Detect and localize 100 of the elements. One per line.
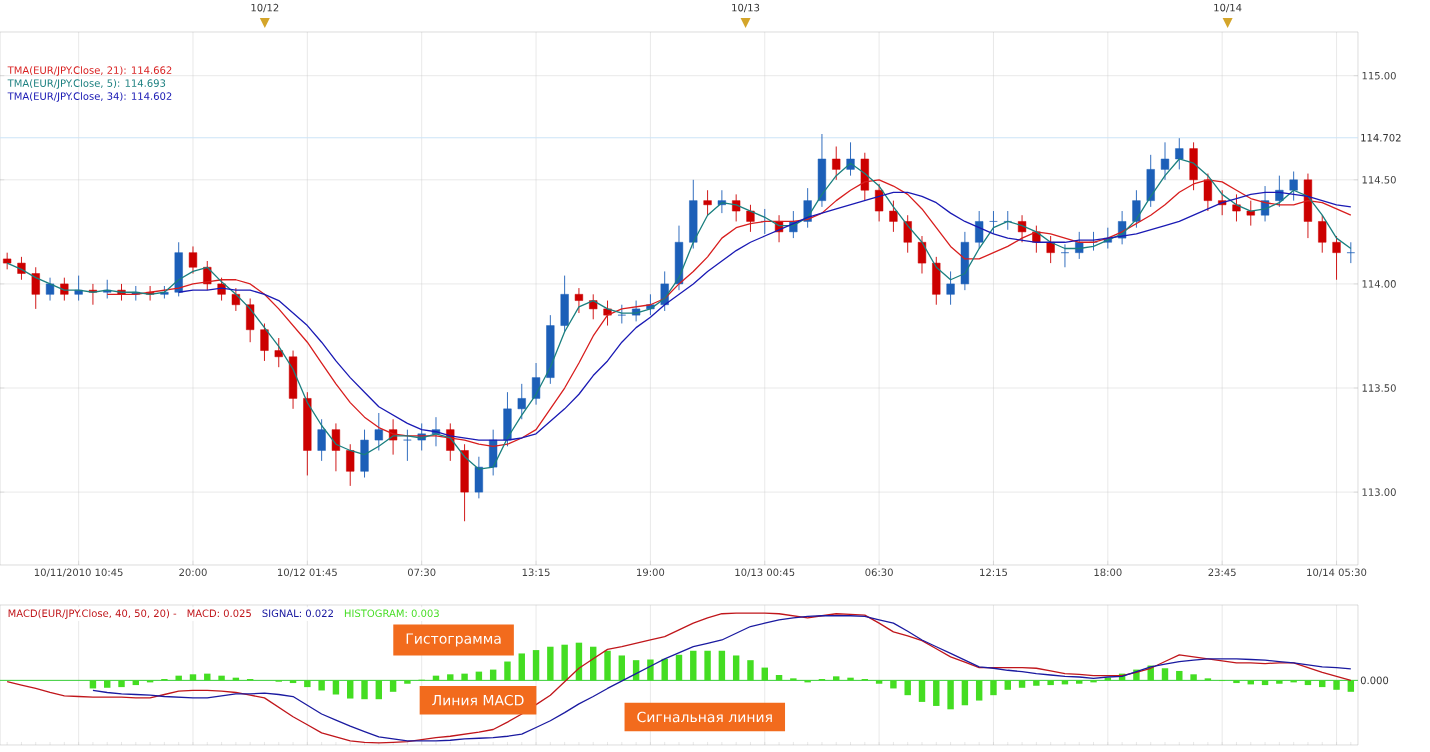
y-tick-label: 113.50 bbox=[1362, 384, 1396, 392]
bar bbox=[375, 680, 383, 700]
candlestick bbox=[531, 362, 541, 406]
candlestick bbox=[903, 214, 912, 254]
candlestick bbox=[1060, 243, 1070, 268]
x-tick-label: 10/14 05:30 bbox=[1307, 568, 1367, 577]
bar bbox=[647, 659, 654, 681]
x-tick-label: 10/13 00:45 bbox=[735, 568, 795, 577]
candlestick bbox=[746, 204, 755, 233]
bar bbox=[1247, 680, 1254, 685]
candlestick bbox=[60, 277, 69, 302]
x-tick-label: 06:30 bbox=[865, 568, 893, 577]
bar bbox=[718, 650, 726, 681]
candlestick bbox=[1132, 189, 1141, 229]
bar bbox=[790, 678, 797, 681]
annotation: Линия MACD bbox=[432, 694, 524, 706]
candlestick bbox=[889, 200, 898, 233]
bar bbox=[1233, 680, 1240, 684]
bar bbox=[561, 644, 568, 681]
candlestick bbox=[346, 443, 355, 487]
candlestick bbox=[946, 270, 955, 306]
x-tick-label: 19:00 bbox=[637, 568, 665, 577]
candlestick bbox=[1318, 214, 1327, 254]
bar bbox=[104, 680, 111, 688]
candlestick bbox=[517, 383, 526, 420]
x-tick-label: 23:45 bbox=[1208, 568, 1236, 577]
candlestick bbox=[1346, 241, 1355, 264]
candlestick bbox=[274, 337, 283, 368]
bar bbox=[1304, 680, 1312, 686]
candlestick bbox=[217, 277, 226, 302]
bar bbox=[904, 680, 911, 696]
bar bbox=[518, 653, 525, 681]
bar bbox=[618, 655, 626, 681]
candlestick bbox=[260, 323, 269, 362]
bar bbox=[1204, 678, 1212, 681]
bar bbox=[347, 680, 354, 699]
candlestick bbox=[31, 266, 40, 310]
bar bbox=[875, 680, 883, 684]
text: TMA(EUR/JPY.Close, 34): 114.602 bbox=[7, 92, 172, 102]
candlestick bbox=[45, 277, 55, 302]
x-tick-label: 18:00 bbox=[1094, 568, 1122, 577]
bar bbox=[146, 680, 154, 683]
bar bbox=[1276, 680, 1283, 684]
bar bbox=[990, 680, 997, 696]
candlestick bbox=[1289, 171, 1298, 202]
candlestick bbox=[403, 429, 412, 462]
bar bbox=[404, 680, 411, 684]
text: SIGNAL: 0.022 bbox=[262, 609, 333, 618]
bar bbox=[804, 680, 811, 683]
bar bbox=[189, 674, 197, 681]
bar bbox=[218, 675, 225, 681]
candlestick bbox=[832, 146, 841, 181]
bar bbox=[1047, 680, 1054, 686]
bar bbox=[1018, 680, 1026, 688]
bar bbox=[532, 650, 540, 681]
y-tick-label: 114.50 bbox=[1362, 176, 1396, 184]
bar bbox=[1076, 680, 1083, 684]
candlestick bbox=[1275, 175, 1284, 208]
candlestick bbox=[188, 245, 198, 274]
bar bbox=[933, 680, 940, 706]
bar bbox=[1033, 680, 1040, 686]
bar bbox=[690, 650, 697, 681]
bar bbox=[732, 655, 740, 681]
candlestick bbox=[703, 189, 712, 216]
candlestick bbox=[231, 287, 240, 312]
candlestick bbox=[1160, 141, 1170, 181]
x-tick-label: 20:00 bbox=[179, 568, 207, 577]
candlestick bbox=[732, 193, 741, 222]
annotation: Гистограмма bbox=[406, 633, 501, 647]
bar bbox=[318, 680, 325, 691]
bar bbox=[289, 680, 297, 684]
candlestick bbox=[1246, 200, 1255, 227]
bar bbox=[833, 676, 840, 681]
bar bbox=[89, 680, 97, 689]
bar bbox=[389, 680, 397, 692]
x-tick-label: 12:15 bbox=[980, 568, 1007, 577]
x-tick-label: 10/12 01:45 bbox=[278, 568, 337, 577]
bar bbox=[332, 680, 340, 695]
bar bbox=[1190, 674, 1197, 681]
bar bbox=[1319, 680, 1326, 688]
bar bbox=[132, 680, 140, 686]
y-tick-label: 115.00 bbox=[1362, 71, 1396, 80]
bar bbox=[1004, 680, 1011, 690]
bar bbox=[1176, 670, 1183, 681]
annotation: Сигнальная линия bbox=[637, 711, 772, 723]
bar bbox=[118, 680, 125, 688]
candlestick bbox=[317, 418, 326, 462]
bar bbox=[447, 674, 454, 681]
bar bbox=[918, 680, 926, 702]
x-tick-label: 13:15 bbox=[522, 568, 550, 577]
bar bbox=[947, 680, 954, 710]
y-tick-label: 114.00 bbox=[1362, 280, 1396, 288]
candlestick bbox=[574, 287, 584, 314]
candlestick bbox=[1203, 173, 1212, 212]
candlestick bbox=[1332, 235, 1341, 281]
x-tick-label: 10/11/2010 10:45 bbox=[34, 568, 123, 577]
bar bbox=[661, 658, 668, 681]
candlestick bbox=[875, 183, 884, 222]
ref-line-label: 114.702 bbox=[1361, 133, 1401, 142]
bar bbox=[1333, 680, 1340, 690]
